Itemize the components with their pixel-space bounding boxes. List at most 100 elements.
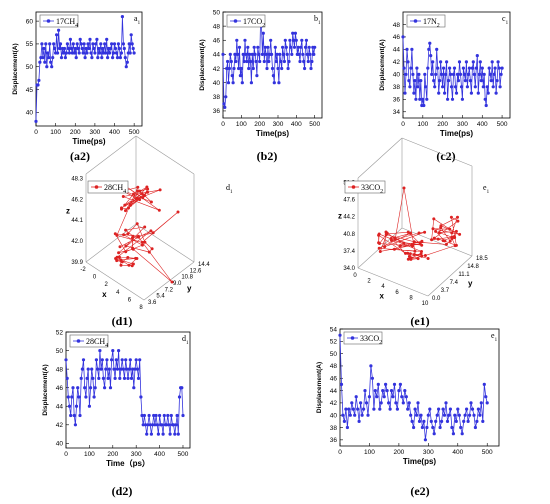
box-edge (85, 223, 137, 263)
y-tick-label: 48 (213, 23, 221, 30)
z-tick-label: 37.4 (343, 249, 355, 255)
z-tick-label: 42.0 (71, 239, 83, 245)
data-point (51, 56, 55, 60)
plot-frame (35, 11, 143, 127)
trajectory-point (124, 244, 128, 248)
data-point (409, 66, 413, 70)
data-point (162, 413, 166, 418)
data-point (347, 407, 351, 411)
data-point (306, 59, 310, 64)
panel-caption: (d2) (112, 484, 133, 498)
data-point (449, 85, 454, 89)
data-point (451, 432, 455, 436)
x-axis-label: Time(ps) (440, 129, 474, 138)
data-point (118, 56, 122, 60)
data-point (225, 66, 229, 71)
trajectory-point (124, 209, 127, 213)
data-point (129, 33, 133, 37)
data-point (472, 413, 476, 417)
x-tick-label: 500 (129, 129, 140, 136)
data-point (110, 358, 114, 362)
data-point (174, 423, 178, 427)
z-tick-label: 39.9 (71, 260, 83, 266)
data-point (49, 60, 53, 64)
panel-e2: 0 100 200 300 400 500 36 38 40 42 44 46 48 50 52 54 Time… (316, 326, 500, 498)
data-point (438, 425, 442, 430)
data-point (249, 81, 253, 85)
trajectory-point (420, 243, 424, 247)
data-point (462, 72, 466, 76)
data-point (290, 52, 294, 57)
x-tick-label: 300 (89, 129, 100, 136)
data-point (128, 358, 132, 362)
data-point (480, 66, 484, 70)
data-point (160, 423, 164, 427)
trajectory-point (119, 263, 123, 267)
panel-corner-label: c1 (502, 14, 509, 26)
data-point (96, 367, 100, 371)
data-point (466, 419, 470, 423)
data-point (459, 425, 463, 430)
y-tick-label: 54 (330, 326, 338, 333)
data-point (80, 367, 84, 371)
data-point (56, 51, 60, 55)
data-point (445, 419, 450, 423)
data-point (344, 407, 348, 411)
y-tick-label: 50 (56, 348, 64, 355)
trajectory-point (406, 230, 410, 234)
data-point (125, 367, 129, 371)
box-edge (85, 135, 137, 175)
data-point (147, 413, 151, 418)
y-tick-label: 10.8 (181, 275, 193, 281)
x-tick-label: 0 (401, 121, 405, 128)
data-point (113, 46, 118, 51)
data-point (245, 59, 249, 64)
data-point (230, 74, 234, 78)
y-tick-label: 40 (393, 72, 401, 79)
data-point (298, 59, 302, 64)
trajectory-point (402, 241, 406, 245)
data-point (430, 72, 434, 76)
data-point (309, 66, 313, 71)
data-point (415, 413, 419, 417)
data-point (455, 72, 460, 76)
panel-c2: 0 100 200 300 400 500 34 36 38 40 42 44 46 48 Time(ps)… (379, 11, 511, 163)
trajectory-point (426, 257, 430, 260)
y-tick-label: 42 (56, 422, 64, 429)
data-point (123, 56, 127, 60)
data-point (432, 79, 436, 83)
data-point (376, 382, 380, 386)
data-point (106, 56, 110, 60)
x-tick-label: 400 (109, 129, 120, 136)
data-point (100, 56, 104, 60)
x-tick-label: 0 (338, 449, 342, 456)
data-point (270, 52, 274, 57)
data-point (94, 42, 98, 46)
data-point (61, 51, 66, 55)
trajectory-point (384, 233, 388, 237)
data-point (226, 81, 231, 85)
data-point (74, 56, 78, 60)
data-point (441, 85, 445, 89)
trajectory-point (134, 256, 138, 260)
data-point (426, 413, 430, 417)
trajectory-point (151, 231, 155, 235)
data-point (483, 97, 487, 101)
y-tick-label: 36 (330, 437, 338, 444)
data-point (139, 395, 143, 399)
data-point (367, 395, 371, 399)
trajectory-point (390, 239, 393, 242)
legend-marker (233, 19, 238, 23)
x-axis-label: Time(ps) (403, 457, 437, 466)
series-line (65, 350, 184, 435)
data-point (429, 419, 433, 423)
data-point (98, 51, 102, 55)
data-point (423, 438, 427, 442)
data-point (90, 56, 94, 60)
data-point (300, 38, 304, 42)
data-point (292, 45, 297, 49)
data-point (414, 97, 418, 101)
legend-marker (46, 19, 51, 23)
panel-caption: (d1) (112, 314, 133, 328)
data-point (468, 79, 472, 83)
